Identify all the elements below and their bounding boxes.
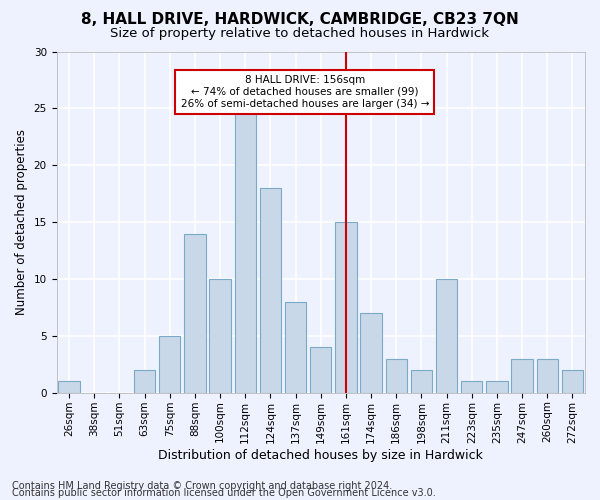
Bar bbox=[235, 108, 256, 393]
Bar bbox=[310, 348, 331, 393]
Y-axis label: Number of detached properties: Number of detached properties bbox=[15, 129, 28, 315]
Bar bbox=[511, 358, 533, 393]
Text: Size of property relative to detached houses in Hardwick: Size of property relative to detached ho… bbox=[110, 28, 490, 40]
Bar bbox=[486, 382, 508, 393]
Bar bbox=[411, 370, 432, 393]
Bar bbox=[461, 382, 482, 393]
Bar bbox=[159, 336, 181, 393]
Bar bbox=[58, 382, 80, 393]
Bar bbox=[386, 358, 407, 393]
Bar bbox=[536, 358, 558, 393]
Bar bbox=[209, 279, 231, 393]
X-axis label: Distribution of detached houses by size in Hardwick: Distribution of detached houses by size … bbox=[158, 450, 483, 462]
Bar bbox=[361, 313, 382, 393]
Text: 8, HALL DRIVE, HARDWICK, CAMBRIDGE, CB23 7QN: 8, HALL DRIVE, HARDWICK, CAMBRIDGE, CB23… bbox=[81, 12, 519, 28]
Bar bbox=[436, 279, 457, 393]
Text: Contains public sector information licensed under the Open Government Licence v3: Contains public sector information licen… bbox=[12, 488, 436, 498]
Bar bbox=[285, 302, 306, 393]
Bar bbox=[260, 188, 281, 393]
Text: 8 HALL DRIVE: 156sqm
← 74% of detached houses are smaller (99)
26% of semi-detac: 8 HALL DRIVE: 156sqm ← 74% of detached h… bbox=[181, 76, 429, 108]
Text: Contains HM Land Registry data © Crown copyright and database right 2024.: Contains HM Land Registry data © Crown c… bbox=[12, 481, 392, 491]
Bar bbox=[562, 370, 583, 393]
Bar bbox=[184, 234, 206, 393]
Bar bbox=[335, 222, 356, 393]
Bar bbox=[134, 370, 155, 393]
